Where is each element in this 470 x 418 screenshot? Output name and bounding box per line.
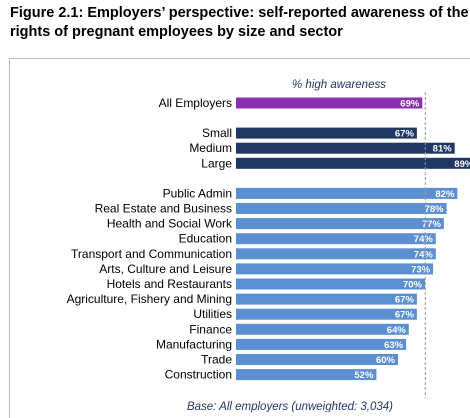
bar <box>236 278 425 290</box>
category-label: Finance <box>189 322 232 336</box>
value-label: 64% <box>387 325 407 336</box>
bar <box>236 233 436 245</box>
chart-frame <box>9 58 470 418</box>
category-label: Manufacturing <box>156 337 232 351</box>
column-header: % high awareness <box>292 79 386 91</box>
value-label: 74% <box>414 249 434 260</box>
bar <box>236 157 470 169</box>
bar <box>236 369 377 381</box>
value-label: 78% <box>425 204 445 215</box>
bar <box>236 308 417 320</box>
figure-title-line-2: rights of pregnant employees by size and… <box>10 24 343 40</box>
bar <box>236 293 417 305</box>
category-label: Construction <box>165 368 232 382</box>
category-label: Education <box>179 232 232 246</box>
category-label: Utilities <box>193 307 232 321</box>
value-label: 81% <box>433 144 453 155</box>
base-footnote: Base: All employers (unweighted: 3,034) <box>187 401 393 412</box>
bars-group: All Employers 69% Small 67% Medium 81% Large 89… <box>67 96 470 382</box>
bar <box>236 218 444 230</box>
bar <box>236 354 398 365</box>
category-label: Transport and Communication <box>71 247 232 261</box>
category-label: Arts, Culture and Leisure <box>99 262 232 276</box>
value-label: 73% <box>411 264 431 275</box>
category-label: Public Admin <box>163 186 232 200</box>
bar <box>236 248 436 260</box>
value-label: 60% <box>376 355 396 366</box>
category-label: Agriculture, Fishery and Mining <box>67 292 232 306</box>
category-label: Trade <box>201 353 232 367</box>
value-label: 67% <box>395 295 415 306</box>
bar <box>236 203 447 214</box>
category-label: Medium <box>189 141 232 155</box>
value-label: 74% <box>414 234 434 245</box>
bar <box>236 338 407 350</box>
category-label: Real Estate and Business <box>95 202 232 216</box>
value-label: 89% <box>454 159 470 170</box>
value-label: 67% <box>395 310 415 321</box>
bar <box>236 97 423 109</box>
bar <box>236 142 455 154</box>
figure-title-line-1: Figure 2.1: Employers’ perspective: self… <box>10 5 470 21</box>
value-label: 69% <box>400 99 420 110</box>
value-label: 67% <box>395 129 415 140</box>
value-label: 63% <box>384 340 404 351</box>
value-label: 70% <box>403 280 423 291</box>
value-label: 82% <box>435 189 455 200</box>
category-label: Small <box>202 126 232 140</box>
bar <box>236 187 458 199</box>
bar <box>236 263 434 275</box>
category-label: Health and Social Work <box>107 217 233 231</box>
bar <box>236 323 409 335</box>
bar <box>236 127 417 139</box>
value-label: 52% <box>354 370 374 381</box>
figure-title: Figure 2.1: Employers’ perspective: self… <box>10 4 470 42</box>
category-label: All Employers <box>159 96 232 110</box>
category-label: Hotels and Restaurants <box>107 277 232 291</box>
category-label: Large <box>201 156 232 170</box>
value-label: 77% <box>422 219 442 230</box>
